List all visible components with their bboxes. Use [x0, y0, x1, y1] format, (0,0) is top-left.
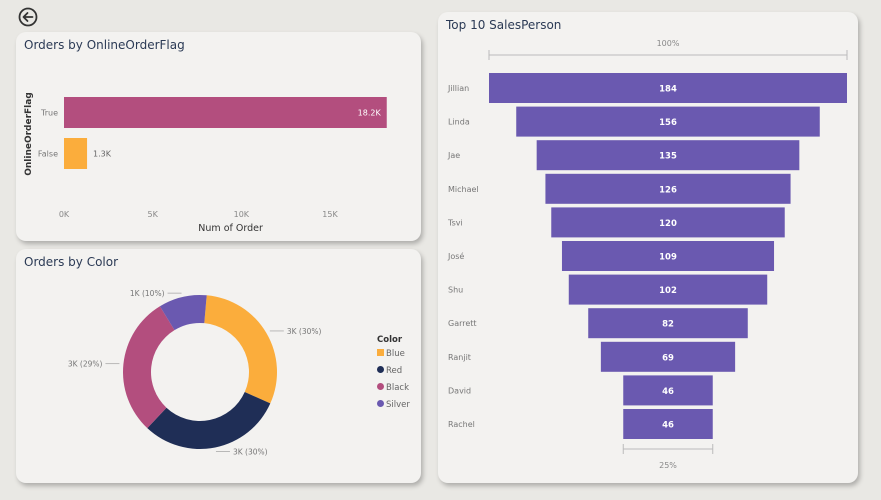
- top-percent-label: 100%: [657, 39, 680, 48]
- category-label: Ranjit: [448, 353, 471, 362]
- category-label: Tsvi: [447, 218, 463, 227]
- category-label: Linda: [448, 118, 470, 127]
- data-label: 135: [659, 152, 677, 162]
- bottom-percent-label: 25%: [659, 461, 677, 470]
- funnel-bar: [568, 274, 768, 305]
- panel-title: Top 10 SalesPerson: [446, 18, 562, 32]
- data-label: 102: [659, 286, 677, 296]
- funnel-bar: [516, 106, 820, 137]
- data-label: 126: [659, 185, 677, 195]
- x-tick-label: 0K: [59, 210, 70, 219]
- data-label: 3K (30%): [233, 447, 268, 456]
- data-label: 3K (30%): [287, 327, 322, 336]
- legend-swatch: [377, 366, 384, 373]
- legend-title: Color: [377, 335, 403, 345]
- bottom-bracket: [622, 444, 714, 454]
- category-label: True: [40, 109, 58, 118]
- category-label: Shu: [448, 286, 463, 295]
- data-label: 69: [662, 353, 674, 363]
- funnel-bar: [623, 409, 713, 439]
- top-salesperson-panel: Top 10 SalesPerson 100% 184 Jillian 156 Lind…: [438, 12, 858, 483]
- category-label: False: [38, 150, 58, 159]
- y-axis-title: OnlineOrderFlag: [24, 92, 34, 176]
- arrow-left-circle-icon: [18, 7, 38, 27]
- x-tick-label: 10K: [234, 210, 250, 219]
- data-label: 184: [659, 85, 677, 95]
- back-button[interactable]: [18, 7, 38, 27]
- data-label: 120: [659, 219, 677, 229]
- x-axis-title: Num of Order: [198, 223, 263, 234]
- slice-silver: [159, 295, 207, 331]
- funnel-bar: [551, 207, 785, 238]
- data-label: 46: [662, 421, 674, 431]
- category-label: José: [447, 251, 464, 261]
- orders-by-flag-panel: Orders by OnlineOrderFlag True 18.2K False…: [16, 32, 421, 241]
- data-label: 46: [662, 387, 674, 397]
- funnel-bar: [600, 341, 736, 372]
- funnel-bar: [489, 73, 847, 103]
- category-label: Garrett: [448, 319, 477, 328]
- slice-blue: [204, 295, 277, 404]
- data-label: 3K (29%): [68, 360, 103, 369]
- category-label: Michael: [448, 185, 479, 194]
- legend-swatch: [377, 383, 384, 390]
- data-label: 82: [662, 320, 674, 330]
- orders-by-color-panel: Orders by Color 3K (30%) 3K (30%) 3K (29%)…: [16, 249, 421, 483]
- funnel-bar: [561, 241, 775, 271]
- panel-title: Orders by Color: [24, 255, 119, 269]
- donut-chart: 3K (30%) 3K (30%) 3K (29%) 1K (10%) Color Blu…: [68, 289, 411, 456]
- funnel-bar: [545, 173, 791, 204]
- legend-item: Silver: [386, 400, 410, 410]
- legend-item: Blue: [386, 349, 405, 359]
- top-bracket: [488, 50, 848, 60]
- data-label: 109: [659, 253, 677, 263]
- funnel-chart: 100% 184 Jillian 156 Linda 135 Jae 126 Michael 12…: [447, 39, 848, 470]
- category-label: David: [448, 386, 471, 395]
- funnel-bar: [588, 308, 748, 339]
- legend-swatch: [377, 349, 384, 356]
- data-label: 1K (10%): [130, 289, 165, 298]
- bar-chart: True 18.2K False 1.3K 0K 5K 10K 15K Num of Order…: [24, 92, 387, 234]
- legend-swatch: [377, 400, 384, 407]
- slice-black: [123, 306, 175, 429]
- funnel-bar: [623, 375, 713, 406]
- data-label: 156: [659, 118, 677, 128]
- bar-true: [64, 97, 387, 128]
- panel-title: Orders by OnlineOrderFlag: [24, 38, 185, 52]
- legend-item: Red: [386, 366, 402, 376]
- slice-red: [147, 392, 271, 449]
- category-label: Jillian: [447, 84, 469, 93]
- category-label: Jae: [447, 151, 460, 160]
- data-label: 1.3K: [93, 150, 112, 159]
- data-label: 18.2K: [358, 109, 382, 118]
- category-label: Rachel: [448, 420, 475, 429]
- x-tick-label: 15K: [322, 210, 338, 219]
- x-tick-label: 5K: [147, 210, 158, 219]
- funnel-bar: [536, 140, 800, 171]
- legend-item: Black: [386, 383, 409, 393]
- bar-false: [64, 138, 88, 169]
